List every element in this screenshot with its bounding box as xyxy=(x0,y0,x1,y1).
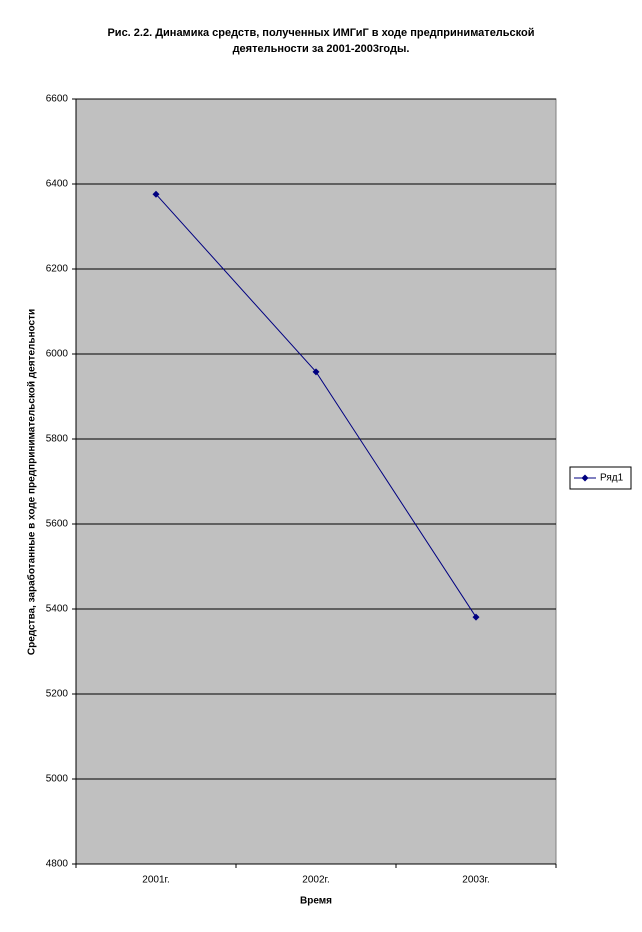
legend-label: Ряд1 xyxy=(600,473,624,484)
data-point xyxy=(312,368,320,376)
plot-area xyxy=(75,98,557,865)
y-tick-label: 5200 xyxy=(46,689,69,700)
x-axis-title: Время xyxy=(300,896,332,907)
data-point xyxy=(472,613,480,621)
y-tick-label: 5400 xyxy=(46,604,69,615)
y-tick-label: 6200 xyxy=(46,264,69,275)
y-axis-title: Средства, заработанные в ходе предприним… xyxy=(26,309,38,655)
x-tick-label: 2003г. xyxy=(462,875,489,886)
y-tick-label: 5800 xyxy=(46,434,69,445)
y-tick-label: 6000 xyxy=(46,349,69,360)
data-point xyxy=(152,190,160,198)
y-tick-label: 5000 xyxy=(46,774,69,785)
y-tick-label: 6400 xyxy=(46,179,69,190)
y-tick-label: 6600 xyxy=(46,94,69,105)
chart-title: Рис. 2.2. Динамика средств, полученных И… xyxy=(107,27,535,55)
y-tick-label: 5600 xyxy=(46,519,69,530)
y-tick-label: 4800 xyxy=(46,859,69,870)
x-tick-label: 2002г. xyxy=(302,875,329,886)
x-tick-label: 2001г. xyxy=(142,875,169,886)
legend-box xyxy=(569,466,632,490)
legend-marker xyxy=(581,474,589,482)
